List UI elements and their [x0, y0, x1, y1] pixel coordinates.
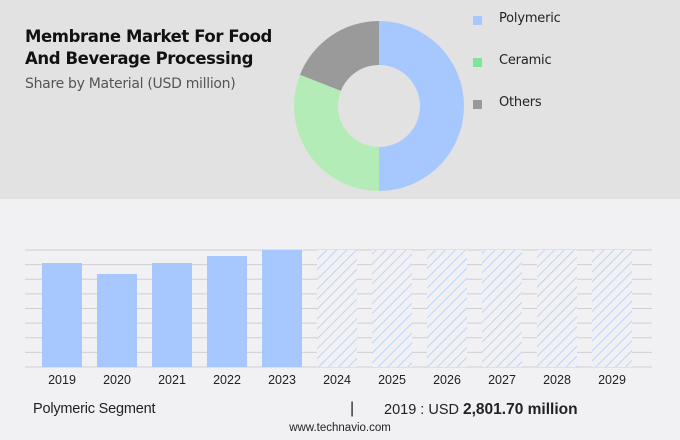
- title-line-2: And Beverage Processing: [25, 49, 253, 68]
- x-tick-label: 2025: [378, 373, 406, 387]
- x-tick-label: 2026: [433, 373, 461, 387]
- legend-label: Polymeric: [499, 11, 561, 26]
- x-tick-label: 2028: [543, 373, 571, 387]
- x-tick-label: 2029: [598, 373, 626, 387]
- segment-label: Polymeric Segment: [33, 401, 156, 417]
- value-amount: 2,801.70 million: [463, 401, 578, 418]
- chart-subtitle: Share by Material (USD million): [25, 76, 236, 92]
- donut-slice-others: [299, 21, 379, 91]
- bar-chart: 2019 2020 2021 2022 2023 2024 2025 2026 2027 2028…: [25, 249, 652, 387]
- x-tick-label: 2020: [103, 373, 131, 387]
- x-tick-label: 2023: [268, 373, 296, 387]
- legend-swatch-icon: [473, 58, 482, 67]
- x-tick-label: 2019: [48, 373, 76, 387]
- x-tick-label: 2024: [323, 373, 351, 387]
- donut-chart: [294, 21, 464, 191]
- bar-2023: [262, 250, 302, 367]
- legend-label: Ceramic: [499, 53, 552, 68]
- legend-label: Others: [499, 95, 542, 110]
- forecast-bar-2027: [482, 250, 522, 367]
- chart-title: Membrane Market For Food And Beverage Pr…: [25, 26, 272, 70]
- forecast-bar-2025: [372, 250, 412, 367]
- x-tick-label: 2022: [213, 373, 241, 387]
- donut-slice-polymeric: [379, 21, 464, 191]
- donut-slice-ceramic: [294, 74, 379, 191]
- legend-swatch-icon: [473, 100, 482, 109]
- bar-2021: [152, 262, 192, 367]
- forecast-bar-2024: [317, 250, 357, 367]
- value-prefix: 2019 : USD: [384, 402, 463, 418]
- bar-2022: [207, 256, 247, 367]
- x-tick-label: 2027: [488, 373, 516, 387]
- bar-2019: [42, 263, 82, 367]
- segment-value: 2019 : USD 2,801.70 million: [384, 401, 578, 419]
- bar-2020: [97, 274, 137, 367]
- footer-separator: |: [350, 400, 355, 417]
- forecast-bar-2026: [427, 250, 467, 367]
- legend-swatch-icon: [473, 16, 482, 25]
- forecast-bar-2029: [592, 250, 632, 367]
- x-tick-label: 2021: [158, 373, 186, 387]
- source-url[interactable]: www.technavio.com: [289, 422, 391, 434]
- forecast-bar-2028: [537, 250, 577, 367]
- title-line-1: Membrane Market For Food: [25, 27, 272, 46]
